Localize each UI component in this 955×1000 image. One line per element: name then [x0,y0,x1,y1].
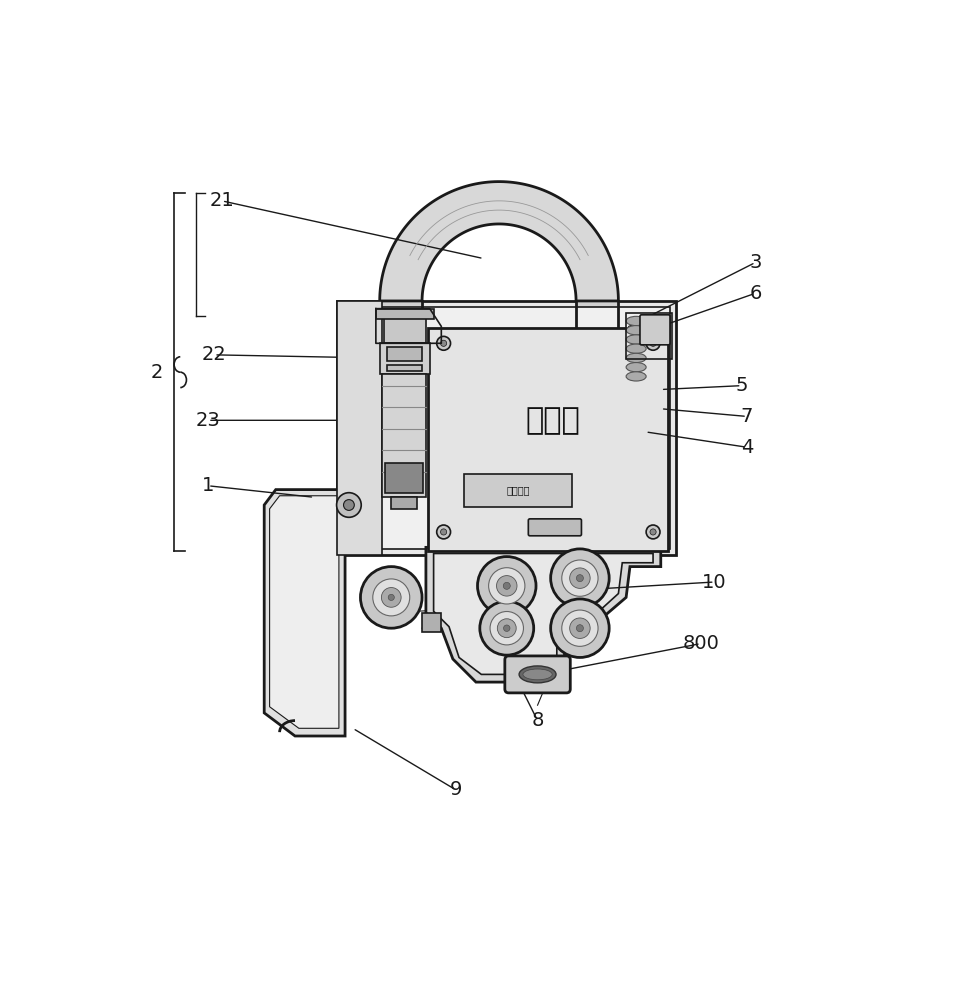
Ellipse shape [520,666,556,683]
Polygon shape [380,182,619,301]
Circle shape [336,493,361,517]
Ellipse shape [626,316,647,326]
Bar [626,312,672,359]
Ellipse shape [626,363,647,372]
Bar [428,328,668,551]
Circle shape [489,568,525,604]
Text: 9: 9 [450,780,462,799]
FancyBboxPatch shape [505,656,570,693]
Circle shape [436,336,451,350]
Bar [382,374,426,497]
Bar [388,365,422,371]
Polygon shape [265,490,345,736]
Circle shape [344,500,354,510]
Circle shape [388,594,394,600]
Bar [337,301,676,555]
Circle shape [570,568,590,588]
Bar [337,301,382,555]
Ellipse shape [626,344,647,353]
Text: 21: 21 [209,191,234,210]
Bar [392,497,416,509]
Circle shape [440,529,447,535]
Circle shape [381,588,401,607]
Text: 1: 1 [202,476,214,495]
Text: 8: 8 [531,711,543,730]
Circle shape [490,611,523,645]
Ellipse shape [626,335,647,344]
Circle shape [562,610,598,646]
Text: 2: 2 [150,363,162,382]
Bar [422,613,441,632]
Ellipse shape [626,353,647,363]
Polygon shape [434,554,653,674]
Text: 电路接头: 电路接头 [506,485,530,495]
Text: 电路板: 电路板 [525,406,581,435]
Circle shape [650,529,656,535]
Bar [380,343,430,374]
Bar [385,463,423,493]
Ellipse shape [626,326,647,335]
Circle shape [440,340,447,346]
Bar [388,347,422,361]
Polygon shape [269,496,339,728]
Circle shape [503,582,510,589]
FancyBboxPatch shape [528,519,582,536]
Text: 3: 3 [750,253,762,272]
Circle shape [647,336,660,350]
Text: 7: 7 [741,407,753,426]
FancyBboxPatch shape [640,315,670,345]
Circle shape [577,575,584,582]
Circle shape [497,576,517,596]
Circle shape [577,625,584,632]
Text: 23: 23 [196,411,221,430]
Circle shape [372,579,410,616]
Circle shape [436,525,451,539]
Circle shape [503,625,510,631]
Polygon shape [426,547,661,682]
Bar [376,309,434,319]
Circle shape [551,599,609,657]
Circle shape [498,619,517,638]
Ellipse shape [523,669,552,680]
Circle shape [478,557,536,615]
Text: 4: 4 [741,438,753,457]
Bar [384,309,426,343]
Text: 6: 6 [750,284,762,303]
Circle shape [650,340,656,346]
Circle shape [647,525,660,539]
Bar [464,474,572,507]
Circle shape [360,567,422,628]
Text: 800: 800 [683,634,719,653]
Text: 10: 10 [702,572,727,591]
Circle shape [562,560,598,596]
Circle shape [570,618,590,638]
Text: 5: 5 [735,376,748,395]
Circle shape [479,601,534,655]
Text: 22: 22 [202,345,226,364]
Circle shape [551,549,609,607]
Ellipse shape [626,372,647,381]
Bar [344,307,670,549]
